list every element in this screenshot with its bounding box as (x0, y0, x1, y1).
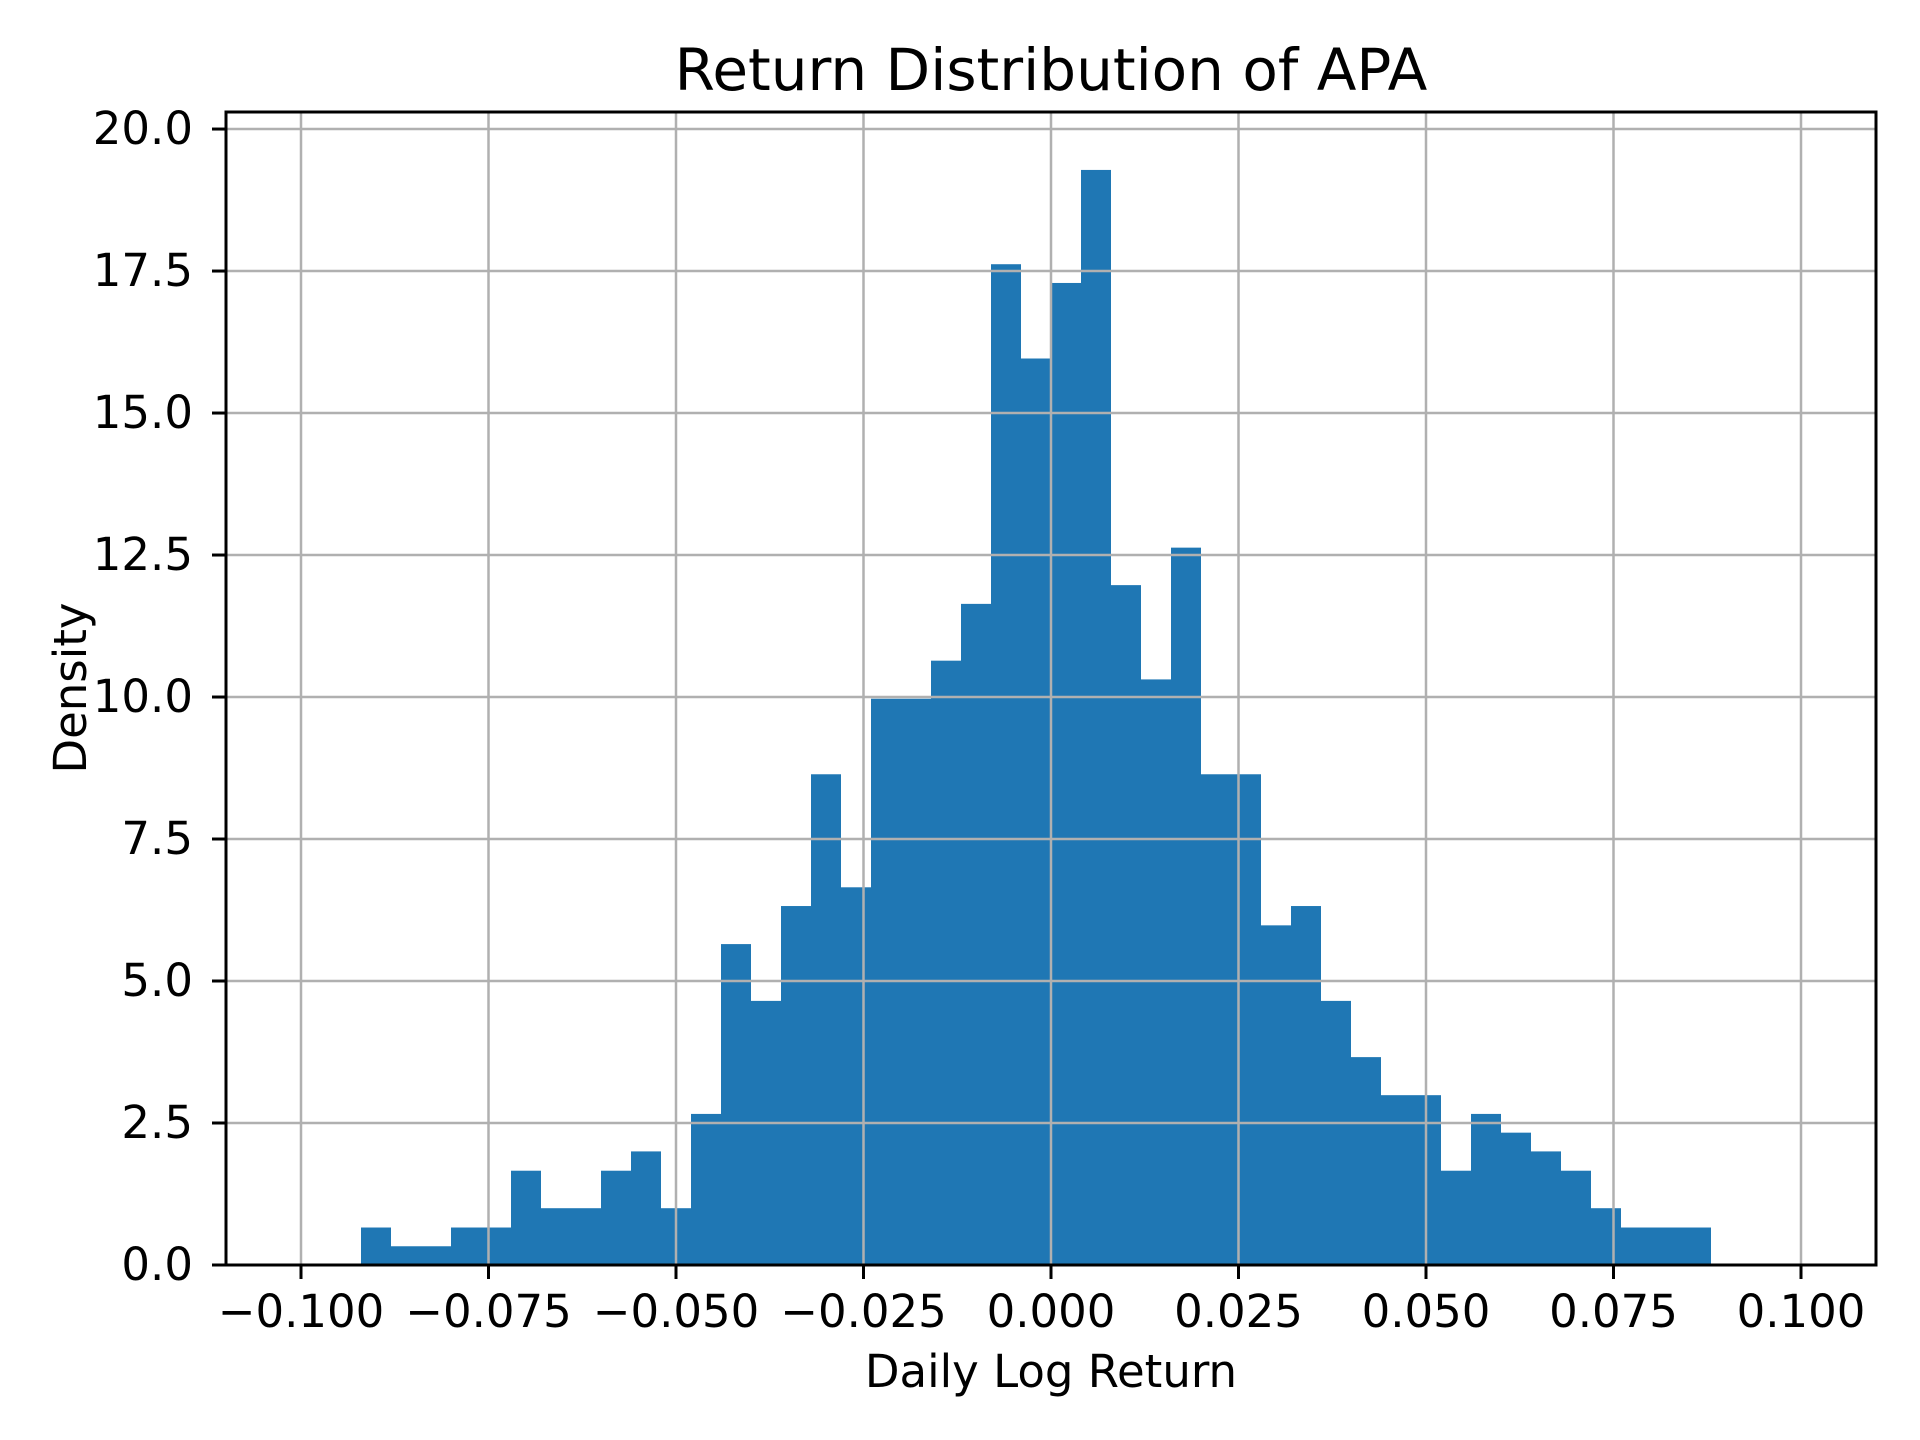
histogram-bar (421, 1246, 451, 1265)
grid-layer (226, 112, 1876, 1267)
histogram-bar (511, 1170, 541, 1265)
histogram-bar (1501, 1132, 1531, 1265)
histogram-bar (991, 264, 1021, 1265)
y-tick-label: 15.0 (93, 386, 193, 439)
histogram-bar (751, 1000, 781, 1265)
x-tick-label: 0.050 (1362, 1285, 1491, 1338)
x-tick-label: 0.075 (1549, 1285, 1678, 1338)
histogram-bar (1321, 1000, 1351, 1265)
axes-frame (224, 110, 1878, 1267)
x-axis-label: Daily Log Return (865, 1345, 1237, 1398)
histogram-bar (1621, 1227, 1651, 1265)
y-tick-label: 10.0 (93, 670, 193, 723)
histogram-bars-layer (361, 169, 1711, 1266)
histogram-bar (1261, 925, 1291, 1265)
histogram-bar (391, 1246, 421, 1265)
y-tick-label: 2.5 (121, 1096, 193, 1149)
histogram-bar (691, 1113, 721, 1265)
histogram-bar (1021, 358, 1051, 1266)
histogram-bar (1441, 1170, 1471, 1265)
x-tick-label: 0.025 (1174, 1285, 1303, 1338)
histogram-bar (631, 1151, 661, 1265)
histogram-bar (1561, 1170, 1591, 1265)
y-tick-label: 7.5 (121, 812, 193, 865)
histogram-bar (1111, 585, 1141, 1265)
y-tick-label: 17.5 (93, 244, 193, 297)
chart-title: Return Distribution of APA (675, 36, 1428, 104)
y-tick-label: 5.0 (121, 954, 193, 1007)
y-tick-label: 0.0 (121, 1238, 193, 1291)
histogram-bar (1351, 1057, 1381, 1265)
histogram-bar (1231, 774, 1261, 1265)
histogram-bar (481, 1227, 511, 1265)
histogram-bar (1531, 1151, 1561, 1265)
histogram-bar (841, 887, 871, 1265)
x-tick-label: 0.100 (1737, 1285, 1866, 1338)
histogram-bar (1471, 1113, 1501, 1265)
histogram-bar (1681, 1227, 1711, 1265)
histogram-bar (811, 774, 841, 1265)
y-axis-label: Density (44, 602, 97, 773)
x-tick-label: 0.000 (987, 1285, 1116, 1338)
x-tick-label: −0.075 (405, 1285, 572, 1338)
tick-marks-layer (212, 127, 1803, 1279)
histogram-bar (601, 1170, 631, 1265)
histogram-bar (1201, 774, 1231, 1265)
histogram-bar (361, 1227, 391, 1265)
histogram-bar (1291, 906, 1321, 1265)
histogram-bar (451, 1227, 481, 1265)
y-tick-label: 20.0 (93, 102, 193, 155)
y-tick-label: 12.5 (93, 528, 193, 581)
histogram-bar (541, 1208, 571, 1265)
histogram-bar (721, 944, 751, 1265)
histogram-bar (931, 660, 961, 1265)
histogram-bar (1051, 282, 1081, 1266)
histogram-bar (1381, 1095, 1411, 1265)
histogram-bar (1591, 1208, 1621, 1265)
x-tick-label: −0.100 (218, 1285, 385, 1338)
histogram-bar (1171, 547, 1201, 1265)
histogram-bar (571, 1208, 601, 1265)
histogram-bar (1081, 169, 1111, 1266)
histogram-bar (961, 603, 991, 1265)
histogram-bar (1141, 679, 1171, 1265)
x-tick-label: −0.050 (593, 1285, 760, 1338)
y-tick-labels: 0.0 2.5 5.0 7.5 10.0 12.5 15.0 17.5 20.0 (93, 102, 193, 1291)
x-tick-labels: −0.100 −0.075 −0.050 −0.025 0.000 0.025 0.050 0… (218, 1285, 1866, 1338)
x-tick-label: −0.025 (780, 1285, 947, 1338)
histogram-bar (1651, 1227, 1681, 1265)
histogram-bar (781, 906, 811, 1265)
